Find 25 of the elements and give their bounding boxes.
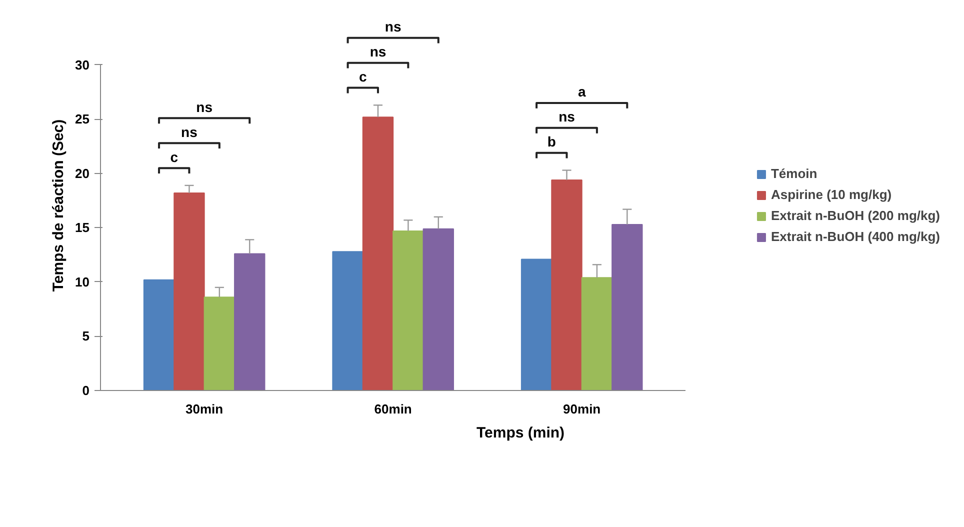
- legend-label: Témoin: [770, 166, 818, 181]
- y-tick-label: 30: [75, 57, 90, 72]
- annotation: ns: [181, 124, 198, 140]
- y-tick-label: 25: [75, 112, 90, 127]
- x-tick-label: 30min: [186, 402, 224, 416]
- annotation: c: [170, 148, 178, 165]
- x-tick-label: 60min: [374, 402, 412, 416]
- annotation: a: [578, 84, 586, 100]
- y-tick-label: 20: [75, 166, 90, 181]
- x-tick-label: 90min: [563, 402, 601, 416]
- y-tick-label: 5: [82, 328, 90, 344]
- y-tick-label: 15: [75, 220, 90, 236]
- annotation: ns: [558, 108, 576, 125]
- text: ns: [384, 18, 402, 35]
- y-tick-label: 0: [82, 383, 90, 398]
- y-axis-title: Temps de réaction (Sec): [50, 119, 68, 292]
- legend-label: Extrait n-BuOH (200 mg/kg): [770, 208, 940, 223]
- legend-label: Extrait n-BuOH (400 mg/kg): [770, 229, 940, 244]
- x-axis-title: Temps (min): [476, 424, 565, 442]
- y-tick-label: 10: [75, 274, 90, 290]
- text: ns: [370, 44, 386, 60]
- annotation: c: [358, 68, 367, 85]
- legend-label: Aspirine (10 mg/kg): [770, 187, 892, 202]
- annotation: b: [547, 134, 556, 150]
- annotation: ns: [196, 98, 213, 115]
